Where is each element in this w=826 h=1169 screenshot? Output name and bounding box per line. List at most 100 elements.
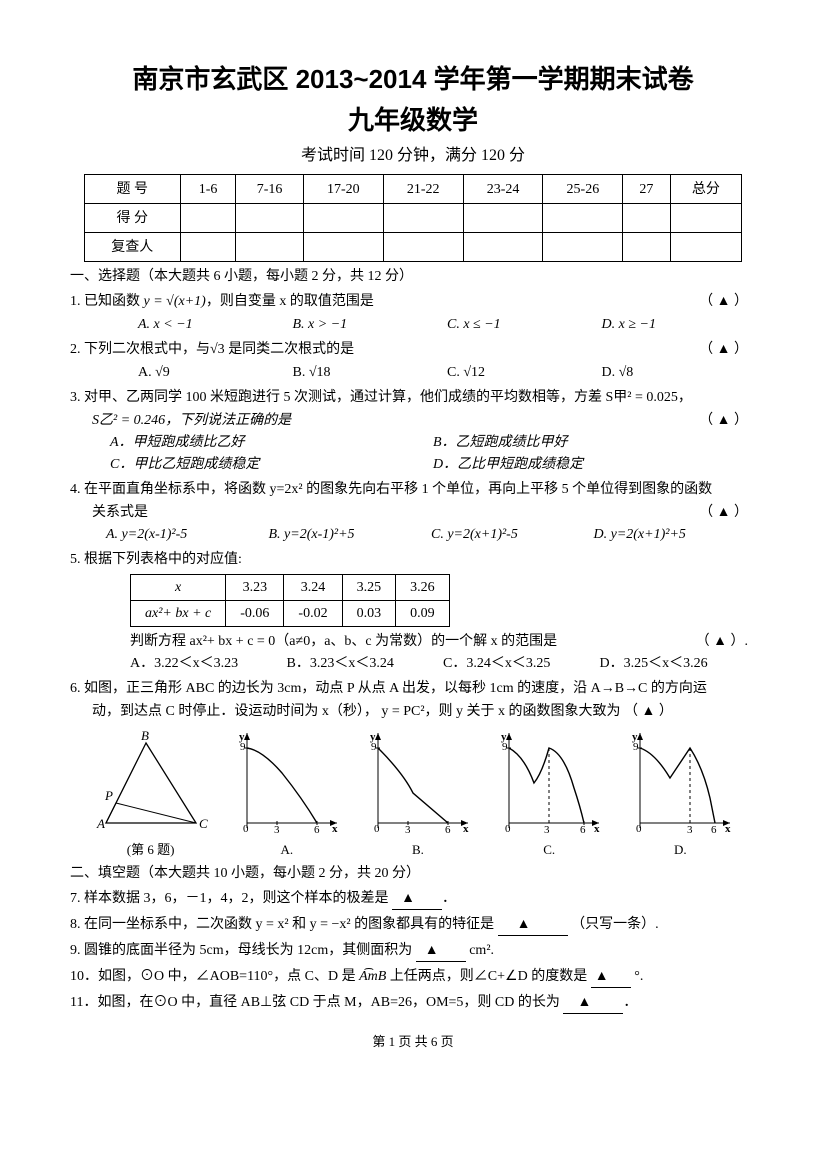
q6-caption-a: A. xyxy=(232,840,342,860)
cell: 23-24 xyxy=(463,175,543,204)
q1-opt-a: A. x < −1 xyxy=(138,314,293,335)
question-11: 11．如图，在⊙O 中，直径 AB⊥弦 CD 于点 M，AB=26，OM=5，则… xyxy=(70,992,756,1014)
q1-options: A. x < −1 B. x > −1 C. x ≤ −1 D. x ≥ −1 xyxy=(70,314,756,335)
score-table: 题 号 1-6 7-16 17-20 21-22 23-24 25-26 27 … xyxy=(84,174,743,262)
q4-opt-d: D. y=2(x+1)²+5 xyxy=(594,524,757,545)
q3-stem-b-row: （ ▲ ） S乙² = 0.246，下列说法正确的是 xyxy=(70,410,756,431)
q3-stem-b: S乙² = 0.246，下列说法正确的是 xyxy=(92,413,291,428)
q4-stem-a: 4. 在平面直角坐标系中，将函数 y=2x² 的图象先向右平移 1 个单位，再向… xyxy=(70,482,712,497)
cell: x xyxy=(131,575,226,601)
answer-mark: （ ▲ ） xyxy=(699,410,756,431)
cell: 得 分 xyxy=(84,204,180,233)
cell: 3.23 xyxy=(226,575,284,601)
question-2: （ ▲ ） 2. 下列二次根式中，与√3 是同类二次根式的是 xyxy=(70,339,756,360)
question-7: 7. 样本数据 3，6，－1，4，2，则这个样本的极差是 ▲． xyxy=(70,888,756,910)
q1-opt-d: D. x ≥ −1 xyxy=(602,314,757,335)
svg-text:0: 0 xyxy=(374,823,380,835)
cell: -0.06 xyxy=(226,601,284,627)
q4-opt-c: C. y=2(x+1)²-5 xyxy=(431,524,594,545)
q4-opt-b: B. y=2(x-1)²+5 xyxy=(269,524,432,545)
blank: ▲ xyxy=(591,966,631,988)
q5-stem: 5. 根据下列表格中的对应值: xyxy=(70,552,242,567)
cell: 复查人 xyxy=(84,233,180,262)
cell: 21-22 xyxy=(383,175,463,204)
q7-text: 7. 样本数据 3，6，－1，4，2，则这个样本的极差是 xyxy=(70,891,389,906)
table-row: ax²+ bx + c -0.06 -0.02 0.03 0.09 xyxy=(131,601,450,627)
svg-text:x: x xyxy=(594,823,600,835)
question-4: 4. 在平面直角坐标系中，将函数 y=2x² 的图象先向右平移 1 个单位，再向… xyxy=(70,479,756,500)
q2-formula: √3 xyxy=(210,342,225,357)
svg-text:x: x xyxy=(463,823,469,835)
q5-judge-row: （ ▲ ）. 判断方程 ax²+ bx + c = 0（a≠0，a、b、c 为常… xyxy=(70,631,756,652)
question-3: 3. 对甲、乙两同学 100 米短跑进行 5 次测试，通过计算，他们成绩的平均数… xyxy=(70,387,756,408)
q6-stem-b-row: 动，到达点 C 时停止．设运动时间为 x（秒）， y = PC²，则 y 关于 … xyxy=(70,701,756,722)
q2-prefix: 2. 下列二次根式中，与 xyxy=(70,342,210,357)
question-6: 6. 如图，正三角形 ABC 的边长为 3cm，动点 P 从点 A 出发，以每秒… xyxy=(70,678,756,699)
svg-text:y: y xyxy=(370,731,376,743)
q1-formula: y = √(x+1) xyxy=(144,294,206,309)
svg-text:P: P xyxy=(104,788,113,803)
page-subtitle: 九年级数学 xyxy=(70,101,756,140)
cell: 0.03 xyxy=(342,601,396,627)
q5-options: A．3.22＜x＜3.23 B．3.23＜x＜3.24 C．3.24＜x＜3.2… xyxy=(70,653,756,674)
table-row: 复查人 xyxy=(84,233,742,262)
answer-mark: （ ▲ ） xyxy=(717,339,756,360)
chart-icon: 9 0 3 6 x y xyxy=(232,728,342,838)
question-10: 10．如图，⊙O 中，∠AOB=110°，点 C、D 是 A͡mB 上任两点，则… xyxy=(70,966,756,988)
q6-graph-a: 9 0 3 6 x y A. xyxy=(232,728,342,860)
q9-text: 9. 圆锥的底面半径为 5cm，母线长为 12cm，其侧面积为 xyxy=(70,943,412,958)
svg-text:0: 0 xyxy=(505,823,511,835)
q8-text: 8. 在同一坐标系中，二次函数 y = x² 和 y = −x² 的图象都具有的… xyxy=(70,917,494,932)
cell: 7-16 xyxy=(236,175,304,204)
svg-text:3: 3 xyxy=(687,824,693,836)
q5-opt-d: D．3.25＜x＜3.26 xyxy=(600,653,757,674)
q6-graph-b: 9 0 3 6 x y B. xyxy=(363,728,473,860)
cell: 题 号 xyxy=(84,175,180,204)
cell: 17-20 xyxy=(303,175,383,204)
q1-prefix: 1. 已知函数 xyxy=(70,294,144,309)
cell: 3.24 xyxy=(284,575,342,601)
q4-stem-b-row: （ ▲ ） 关系式是 xyxy=(70,502,756,523)
svg-text:3: 3 xyxy=(274,824,280,836)
question-1: （ ▲ ） 1. 已知函数 y = √(x+1)，则自变量 x 的取值范围是 xyxy=(70,291,756,312)
chart-icon: 9 0 3 6 x y xyxy=(363,728,473,838)
cell: 3.25 xyxy=(342,575,396,601)
q2-options: A. √9 B. √18 C. √12 D. √8 xyxy=(70,362,756,383)
q3-opt-d: D．乙比甲短跑成绩稳定 xyxy=(433,454,756,475)
q11-text: 11．如图，在⊙O 中，直径 AB⊥弦 CD 于点 M，AB=26，OM=5，则… xyxy=(70,995,560,1010)
q2-opt-a: A. √9 xyxy=(138,362,293,383)
q3-options-2: C．甲比乙短跑成绩稳定 D．乙比甲短跑成绩稳定 xyxy=(70,454,756,475)
question-9: 9. 圆锥的底面半径为 5cm，母线长为 12cm，其侧面积为 ▲ cm². xyxy=(70,940,756,962)
blank: ▲ xyxy=(498,914,568,936)
q1-suffix: ，则自变量 x 的取值范围是 xyxy=(206,294,374,309)
svg-text:y: y xyxy=(632,731,638,743)
q10-unit: °. xyxy=(634,969,643,984)
q3-options-1: A．甲短跑成绩比乙好 B．乙短跑成绩比甲好 xyxy=(70,432,756,453)
page-footer: 第 1 页 共 6 页 xyxy=(70,1032,756,1052)
svg-text:6: 6 xyxy=(580,824,586,836)
section-heading-2: 二、填空题（本大题共 10 小题，每小题 2 分，共 20 分） xyxy=(70,863,756,884)
cell: -0.02 xyxy=(284,601,342,627)
page-title: 南京市玄武区 2013~2014 学年第一学期期末试卷 xyxy=(70,60,756,99)
q1-opt-b: B. x > −1 xyxy=(293,314,448,335)
q2-opt-d: D. √8 xyxy=(602,362,757,383)
q10-a: 10．如图，⊙O 中，∠AOB=110°，点 C、D 是 xyxy=(70,969,359,984)
answer-mark: （ ▲ ）. xyxy=(696,631,756,652)
q4-options: A. y=2(x-1)²-5 B. y=2(x-1)²+5 C. y=2(x+1… xyxy=(70,524,756,545)
q5-opt-c: C．3.24＜x＜3.25 xyxy=(443,653,600,674)
q6-stem-b: 动，到达点 C 时停止．设运动时间为 x（秒）， y = PC²，则 y 关于 … xyxy=(92,704,673,719)
svg-text:0: 0 xyxy=(243,823,249,835)
cell: 总分 xyxy=(670,175,742,204)
svg-text:B: B xyxy=(141,728,149,743)
svg-text:6: 6 xyxy=(314,824,320,836)
q6-triangle-figure: B A C P (第 6 题) xyxy=(91,728,211,860)
q10-b: 上任两点，则∠C+∠D 的度数是 xyxy=(386,969,587,984)
answer-mark: （ ▲ ） xyxy=(717,291,756,312)
q8-suffix: （只写一条）. xyxy=(571,917,659,932)
cell: 3.26 xyxy=(396,575,450,601)
q6-stem-a: 6. 如图，正三角形 ABC 的边长为 3cm，动点 P 从点 A 出发，以每秒… xyxy=(70,681,707,696)
exam-info: 考试时间 120 分钟，满分 120 分 xyxy=(70,144,756,168)
q2-opt-b: B. √18 xyxy=(293,362,448,383)
q10-arc: A͡mB xyxy=(359,969,386,984)
q4-stem-b: 关系式是 xyxy=(92,505,148,520)
